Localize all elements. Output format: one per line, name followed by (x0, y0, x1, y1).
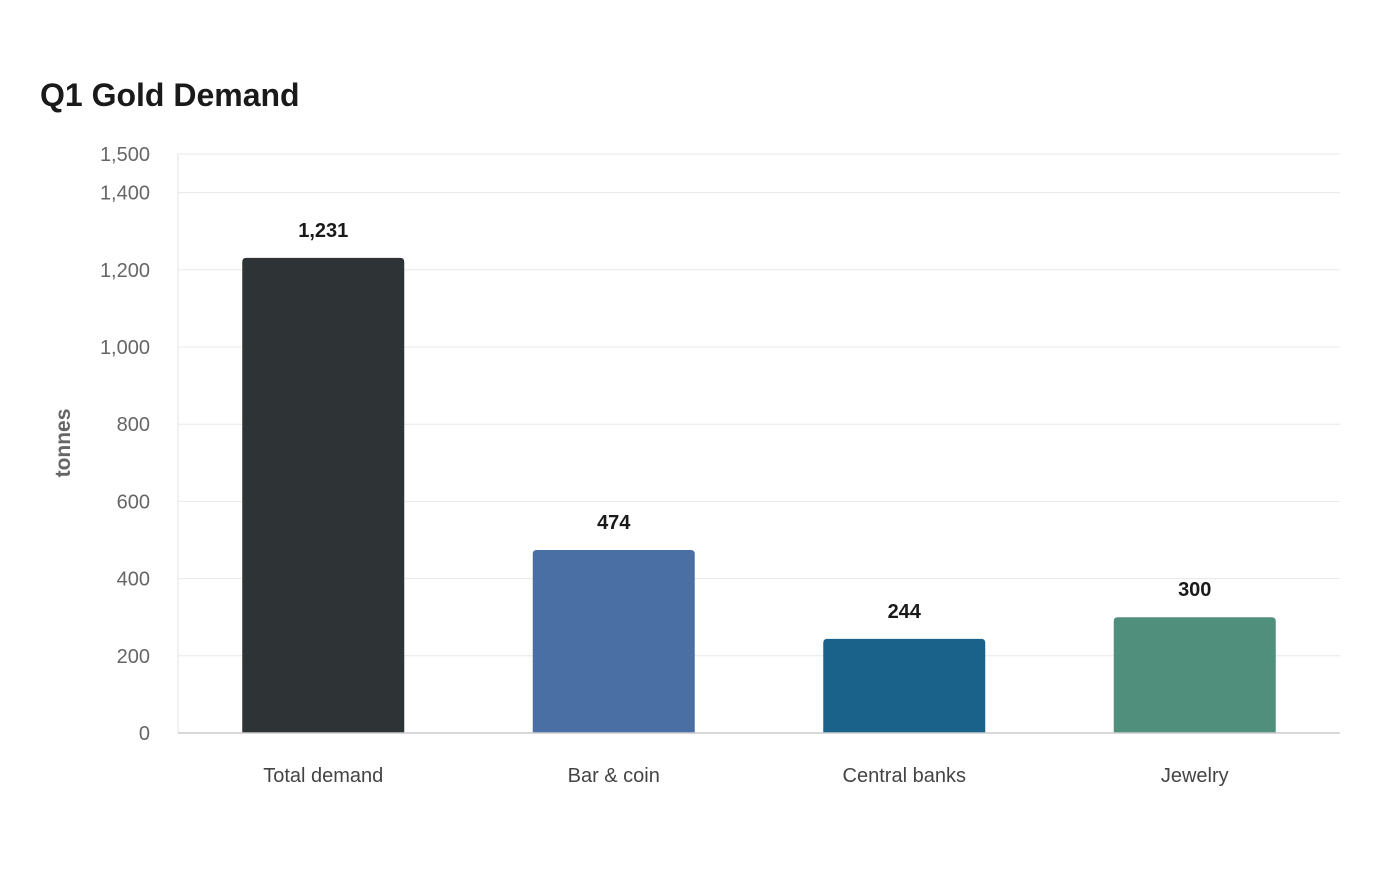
y-axis-title: tonnes (52, 409, 75, 478)
y-tick-label: 400 (117, 569, 150, 591)
x-tick-label: Total demand (263, 765, 383, 787)
bar-central-banks (823, 638, 986, 733)
y-tick-label: 1,200 (100, 260, 150, 282)
bar-bar-coin (532, 550, 695, 733)
data-label: 1,231 (298, 220, 348, 242)
x-tick-label: Central banks (843, 765, 966, 787)
y-tick-label: 600 (117, 491, 150, 513)
data-labels: 1,231 474 244 300 (298, 220, 1211, 623)
x-tick-label: Jewelry (1161, 765, 1229, 787)
data-label: 300 (1178, 579, 1211, 601)
x-axis-ticks: Total demand Bar & coin Central banks Jewel… (263, 765, 1228, 787)
data-label: 474 (597, 512, 631, 534)
bar-total-demand (242, 257, 405, 733)
data-label: 244 (888, 601, 922, 623)
y-tick-label: 1,500 (100, 144, 150, 166)
y-axis-ticks: 0 200 400 600 800 1,000 1,200 1,400 1,500 (100, 144, 150, 745)
bar-jewelry (1113, 617, 1276, 733)
y-tick-label: 1,000 (100, 337, 150, 359)
y-tick-label: 200 (117, 646, 150, 668)
y-tick-label: 0 (139, 723, 150, 745)
chart-title: Q1 Gold Demand (40, 77, 300, 113)
y-tick-label: 1,400 (100, 183, 150, 205)
x-tick-label: Bar & coin (568, 765, 660, 787)
y-tick-label: 800 (117, 414, 150, 436)
bars (242, 257, 1276, 733)
